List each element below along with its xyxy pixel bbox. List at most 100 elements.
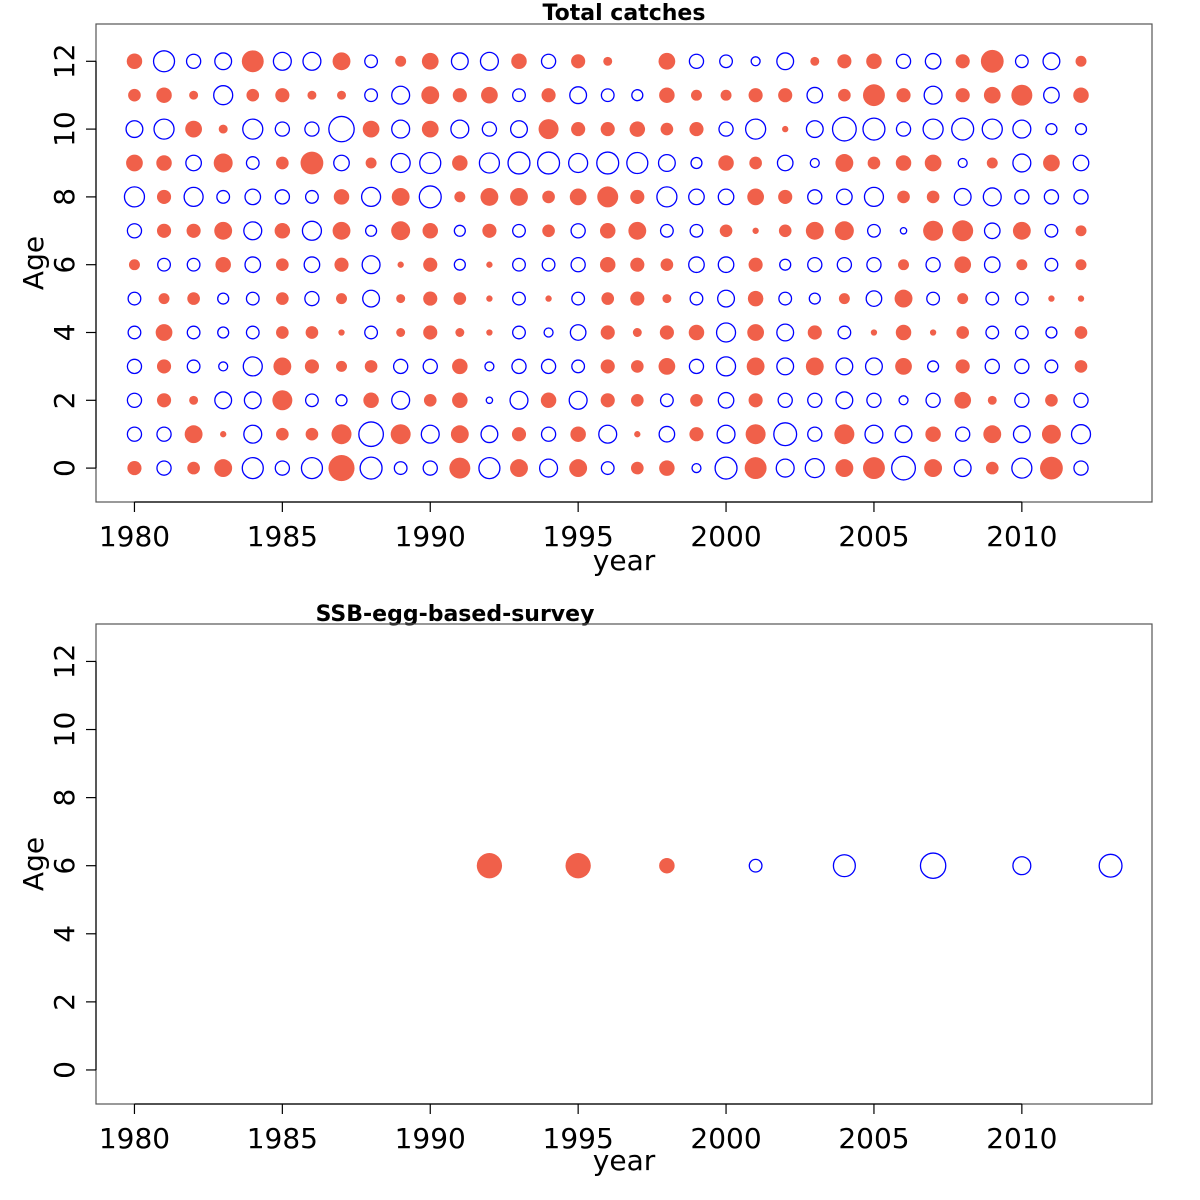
- residual-bubble-positive: [363, 392, 379, 409]
- residual-bubble-positive: [658, 52, 676, 70]
- residual-bubble-positive: [218, 124, 228, 134]
- residual-bubble-negative: [1014, 325, 1029, 340]
- x-tick-label: 1985: [247, 1122, 318, 1155]
- residual-bubble-positive: [1075, 55, 1087, 67]
- residual-bubble-positive: [276, 258, 289, 272]
- residual-bubble-positive: [156, 189, 172, 204]
- y-tick-label: 2: [48, 391, 81, 409]
- residual-bubble-positive: [334, 257, 349, 272]
- residual-bubble-positive: [720, 89, 732, 101]
- residual-bubble-positive: [744, 457, 767, 480]
- residual-bubble-positive: [127, 461, 142, 476]
- residual-bubble-negative: [217, 292, 230, 305]
- residual-bubble-negative: [1070, 424, 1092, 445]
- residual-bubble-negative: [570, 223, 586, 239]
- residual-bubble-positive: [155, 324, 173, 341]
- residual-bubble-negative: [953, 187, 972, 206]
- residual-bubble-negative: [364, 325, 379, 340]
- x-tick-label: 2005: [838, 520, 909, 553]
- residual-bubble-positive: [923, 220, 944, 241]
- residual-bubble-negative: [244, 256, 262, 274]
- residual-bubble-positive: [276, 156, 289, 170]
- residual-bubble-negative: [985, 325, 1000, 340]
- residual-bubble-positive: [156, 155, 172, 171]
- residual-bubble-negative: [153, 118, 175, 140]
- residual-bubble-positive: [630, 189, 645, 204]
- residual-bubble-negative: [779, 258, 792, 271]
- residual-bubble-negative: [807, 392, 823, 409]
- residual-bubble-positive: [838, 88, 851, 102]
- residual-bubble-negative: [512, 325, 526, 340]
- residual-bubble-negative: [715, 356, 737, 377]
- x-tick-label: 1995: [543, 520, 614, 553]
- residual-bubble-positive: [782, 125, 789, 133]
- residual-bubble-negative: [689, 291, 704, 306]
- residual-bubble-negative: [512, 291, 526, 306]
- panel-ssb-egg-based-survey: SSB-egg-based-survey 1980 1985 1990 1995 200…: [17, 602, 1153, 1177]
- residual-bubble-positive: [305, 326, 319, 339]
- residual-bubble-positive: [748, 88, 763, 103]
- residual-bubble-positive: [600, 359, 615, 374]
- residual-bubble-positive: [275, 88, 290, 103]
- residual-bubble-negative: [923, 85, 943, 105]
- plot-frame: [95, 623, 1153, 1105]
- residual-bubble-positive: [778, 88, 793, 103]
- residual-bubble-positive: [423, 393, 437, 407]
- y-tick-label: 6: [48, 256, 81, 274]
- y-tick-label: 0: [48, 459, 81, 477]
- residual-bubble-positive: [599, 223, 616, 239]
- residual-bubble-negative: [984, 358, 1000, 375]
- residual-bubble-positive: [834, 424, 855, 445]
- residual-bubble-negative: [156, 426, 172, 442]
- residual-bubble-positive: [805, 357, 824, 376]
- residual-bubble-negative: [391, 119, 411, 139]
- residual-bubble-positive: [658, 358, 676, 375]
- residual-bubble-positive: [835, 459, 854, 478]
- residual-bubble-negative: [453, 258, 466, 271]
- residual-bubble-negative: [126, 223, 143, 239]
- residual-bubble-positive: [1077, 295, 1085, 302]
- y-tick-label: 12: [48, 644, 81, 680]
- residual-bubble-positive: [957, 293, 969, 305]
- residual-bubble-positive: [924, 459, 943, 478]
- residual-bubble-positive: [274, 223, 291, 239]
- residual-bubble-positive: [628, 221, 647, 240]
- residual-bubble-negative: [245, 156, 260, 170]
- residual-bubble-negative: [688, 256, 705, 274]
- residual-bubble-negative: [450, 52, 469, 71]
- residual-bubble-negative: [304, 189, 319, 204]
- residual-bubble-negative: [690, 156, 703, 170]
- residual-bubble-negative: [479, 51, 500, 71]
- residual-bubble-negative: [716, 424, 736, 444]
- residual-bubble-positive: [482, 223, 497, 238]
- residual-bubble-negative: [832, 854, 856, 878]
- residual-bubble-negative: [1098, 853, 1123, 878]
- residual-bubble-negative: [543, 327, 554, 338]
- residual-bubble-negative: [569, 324, 587, 341]
- residual-bubble-positive: [807, 325, 822, 340]
- residual-bubble-negative: [186, 359, 201, 374]
- residual-bubble-positive: [895, 324, 912, 341]
- residual-bubble-positive: [834, 221, 854, 241]
- residual-bubble-negative: [540, 358, 557, 375]
- residual-bubble-negative: [982, 187, 1002, 207]
- residual-bubble-negative: [126, 426, 143, 442]
- residual-bubble-negative: [127, 325, 142, 340]
- residual-bubble-positive: [246, 88, 260, 102]
- residual-bubble-negative: [214, 391, 233, 410]
- residual-bubble-positive: [955, 88, 970, 103]
- residual-bubble-positive: [336, 293, 347, 305]
- residual-bubble-positive: [955, 54, 970, 69]
- residual-bubble-positive: [747, 324, 765, 341]
- x-axis: 1980 1985 1990 1995 2000 2005 2010: [99, 501, 1057, 553]
- residual-bubble-positive: [545, 295, 552, 302]
- residual-bubble-negative: [509, 120, 529, 139]
- residual-bubble-negative: [126, 358, 143, 375]
- residual-bubble-positive: [421, 86, 440, 105]
- residual-bubble-negative: [302, 51, 322, 71]
- residual-bubble-negative: [186, 325, 201, 340]
- residual-bubble-negative: [125, 120, 144, 139]
- x-tick-label: 2005: [838, 1122, 909, 1155]
- residual-bubble-negative: [540, 53, 557, 70]
- residual-bubble-negative: [865, 290, 883, 307]
